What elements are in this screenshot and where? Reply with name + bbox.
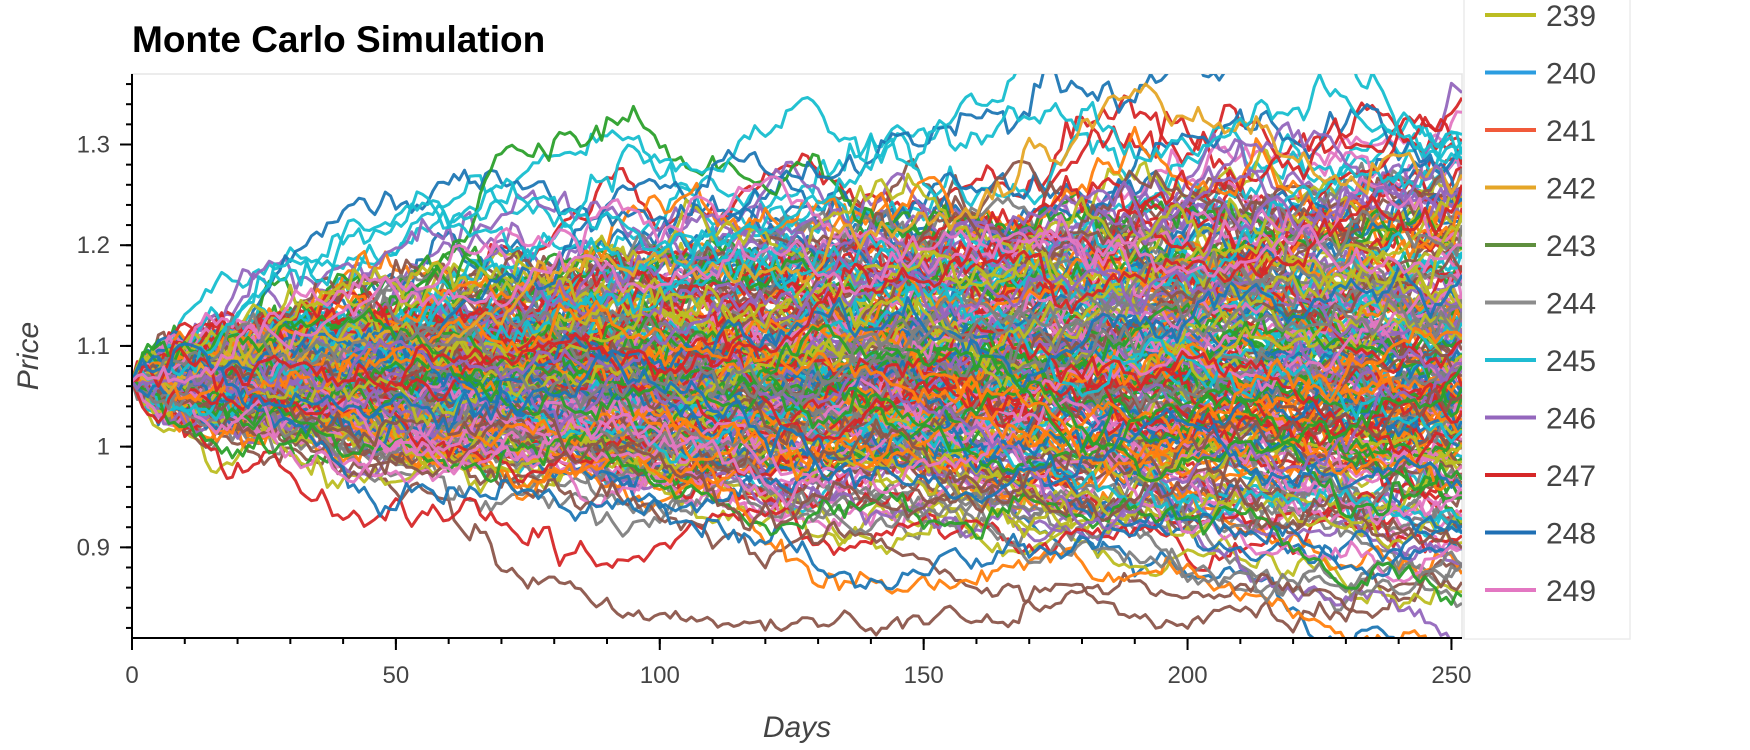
series-line-236 bbox=[132, 175, 1462, 383]
series-line-210 bbox=[132, 362, 1462, 591]
series-line-248 bbox=[132, 342, 1462, 504]
y-tick-label: 1.1 bbox=[77, 333, 110, 360]
legend-label: 241 bbox=[1546, 115, 1596, 148]
legend-label: 246 bbox=[1546, 403, 1596, 436]
x-tick-label: 150 bbox=[904, 662, 944, 689]
x-tick-label: 0 bbox=[125, 662, 138, 689]
y-tick-label: 1.2 bbox=[77, 232, 110, 259]
legend-label: 243 bbox=[1546, 230, 1596, 263]
legend-item[interactable]: 245 bbox=[1485, 345, 1596, 378]
x-axis-label: Days bbox=[763, 711, 831, 744]
series-line-245 bbox=[132, 74, 1462, 383]
series-line-235 bbox=[132, 349, 1462, 532]
legend-item[interactable]: 244 bbox=[1485, 288, 1596, 321]
series-line-181 bbox=[132, 364, 1428, 638]
x-tick-label: 250 bbox=[1431, 662, 1471, 689]
series-line-241 bbox=[132, 299, 1462, 476]
series-line-238 bbox=[132, 217, 1462, 405]
series-line-211 bbox=[132, 364, 1462, 482]
y-tick-label: 1.3 bbox=[77, 132, 110, 159]
series-line-249 bbox=[132, 214, 1462, 384]
legend-label: 244 bbox=[1546, 288, 1596, 321]
series-line-75 bbox=[132, 374, 1462, 637]
legend-item[interactable]: 243 bbox=[1485, 230, 1596, 263]
legend-item[interactable]: 248 bbox=[1485, 518, 1596, 551]
legend-item[interactable]: 246 bbox=[1485, 403, 1596, 436]
series-line-231 bbox=[132, 323, 1462, 492]
series-line-237 bbox=[132, 254, 1462, 411]
legend-label: 247 bbox=[1546, 460, 1596, 493]
legend-label: 239 bbox=[1546, 0, 1596, 33]
series-line-247 bbox=[132, 184, 1462, 393]
legend-label: 240 bbox=[1546, 58, 1596, 91]
legend-label: 242 bbox=[1546, 173, 1596, 206]
chart-title: Monte Carlo Simulation bbox=[132, 19, 545, 60]
legend-item[interactable]: 241 bbox=[1485, 115, 1596, 148]
series-line-197 bbox=[132, 369, 1462, 603]
legend-item[interactable]: 249 bbox=[1485, 575, 1596, 608]
series-line-219 bbox=[132, 135, 1462, 390]
series-line-243 bbox=[132, 307, 1462, 483]
y-tick-label: 1 bbox=[97, 434, 110, 461]
series-line-239 bbox=[132, 214, 1462, 426]
series-layer bbox=[132, 74, 1462, 638]
series-line-246 bbox=[132, 164, 1462, 397]
series-line-178 bbox=[132, 366, 1462, 531]
legend-item[interactable]: 240 bbox=[1485, 58, 1596, 91]
legend-item[interactable]: 242 bbox=[1485, 173, 1596, 206]
legend-label: 245 bbox=[1546, 345, 1596, 378]
legend-item[interactable]: 239 bbox=[1485, 0, 1596, 33]
series-line-201 bbox=[132, 210, 1462, 401]
series-line-234 bbox=[132, 351, 1462, 531]
legend-label: 249 bbox=[1546, 575, 1596, 608]
series-line-136 bbox=[132, 299, 1462, 486]
legend-label: 248 bbox=[1546, 518, 1596, 551]
series-line-97 bbox=[132, 372, 1462, 541]
x-tick-label: 50 bbox=[383, 662, 410, 689]
x-tick-label: 200 bbox=[1168, 662, 1208, 689]
x-tick-label: 100 bbox=[640, 662, 680, 689]
series-line-183 bbox=[132, 113, 1462, 383]
series-line-223 bbox=[132, 301, 1462, 452]
axes: 0 50 100 150 200 250 0.9 1 1.1 1.2 1.3 bbox=[77, 74, 1471, 689]
series-line-175 bbox=[132, 375, 1462, 613]
legend-item[interactable]: 247 bbox=[1485, 460, 1596, 493]
legend: 239 240 241 242 243 244 245 246 247 248 249 bbox=[1463, 0, 1631, 640]
y-tick-label: 0.9 bbox=[77, 534, 110, 561]
series-line-212 bbox=[132, 366, 1462, 606]
y-axis-label: Price bbox=[12, 322, 45, 390]
